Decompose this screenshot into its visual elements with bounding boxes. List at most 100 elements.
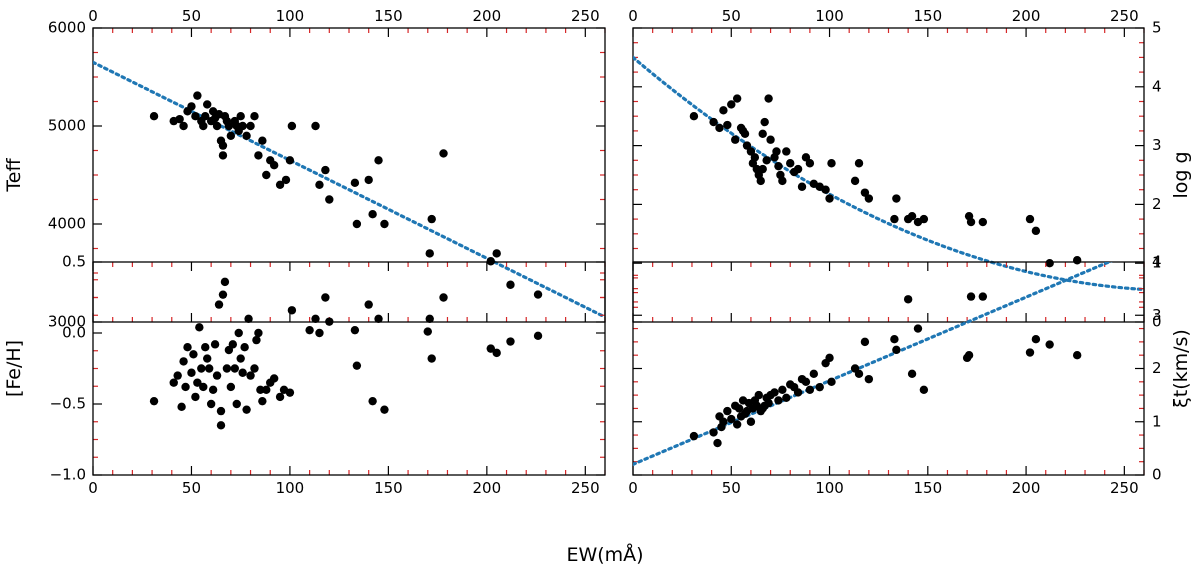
data-point — [750, 153, 760, 162]
data-point — [218, 290, 228, 299]
data-point — [758, 129, 767, 139]
x-tick-label: 50 — [722, 7, 741, 25]
data-point — [801, 153, 811, 162]
data-point — [380, 219, 389, 229]
data-point — [825, 353, 834, 363]
data-point — [740, 129, 750, 139]
panel-bottom-right-tick-labels: 0 50 100 150 200 250 0 1 2 3 4 — [628, 253, 1161, 498]
data-point — [1025, 348, 1035, 357]
data-point — [315, 328, 324, 338]
data-point — [252, 335, 261, 345]
panel-top-left-fit-line — [93, 60, 605, 319]
y-tick-label: 1 — [1152, 412, 1162, 430]
data-point — [236, 112, 245, 121]
data-point — [892, 194, 901, 203]
panel-bottom-left-ticks — [92, 261, 606, 476]
data-point — [425, 249, 434, 258]
data-point — [224, 121, 234, 131]
data-point — [903, 295, 913, 304]
data-point — [907, 369, 917, 379]
y-tick-label: 2 — [1152, 359, 1162, 377]
data-point — [234, 328, 243, 338]
data-point — [216, 406, 226, 416]
data-point — [201, 343, 210, 352]
data-point — [919, 214, 929, 224]
x-tick-label: 100 — [815, 479, 844, 497]
data-point — [240, 343, 249, 352]
data-point — [269, 374, 279, 383]
x-tick-label: 250 — [571, 7, 600, 25]
data-point — [723, 120, 732, 130]
data-point — [746, 417, 756, 426]
x-tick-label: 200 — [1012, 479, 1041, 497]
data-point — [533, 290, 543, 299]
data-point — [1072, 256, 1082, 265]
data-point — [734, 404, 744, 413]
data-point — [364, 175, 373, 185]
panel-top-right-ticks — [632, 27, 1145, 323]
data-point — [187, 102, 196, 111]
y-tick-label: 4000 — [48, 215, 86, 233]
x-axis-label: EW(mÅ) — [566, 543, 643, 566]
data-point — [226, 382, 236, 392]
data-point — [199, 121, 208, 131]
data-point — [254, 328, 263, 338]
data-point — [978, 292, 988, 301]
data-point — [860, 188, 870, 197]
data-point — [778, 176, 787, 186]
data-point — [772, 147, 781, 156]
x-tick-label: 100 — [815, 7, 844, 25]
data-point — [854, 369, 864, 379]
y-tick-label: 0.5 — [62, 253, 86, 271]
data-point — [199, 382, 208, 392]
data-point — [506, 337, 515, 346]
data-point — [715, 123, 724, 133]
data-point — [864, 194, 874, 203]
y-tick-label: 2 — [1152, 195, 1162, 213]
data-point — [732, 420, 742, 429]
data-point — [285, 156, 295, 165]
data-point — [206, 399, 216, 409]
data-point — [212, 371, 222, 380]
data-point — [919, 385, 929, 394]
panel-top-right-ylabel: log g — [1170, 151, 1192, 198]
data-point — [222, 364, 232, 373]
data-point — [719, 106, 728, 115]
data-point — [774, 396, 783, 405]
data-point — [364, 300, 373, 309]
data-point — [756, 176, 765, 186]
data-point — [727, 414, 736, 424]
data-point — [766, 135, 775, 144]
data-point — [321, 165, 330, 175]
data-point — [352, 219, 362, 229]
y-tick-label: 3 — [1152, 136, 1162, 154]
x-tick-label: 250 — [1110, 7, 1139, 25]
y-tick-label: 3000 — [48, 313, 86, 331]
data-point — [350, 178, 360, 188]
panel-top-right-fit-line — [633, 55, 1144, 292]
data-point — [809, 369, 819, 379]
data-point — [1045, 259, 1054, 268]
y-tick-label: 0 — [1152, 313, 1162, 331]
data-point — [285, 388, 295, 397]
data-point — [179, 357, 188, 366]
data-point — [228, 340, 238, 349]
y-tick-label: 4 — [1152, 253, 1162, 271]
data-point — [350, 325, 360, 335]
data-point — [149, 112, 159, 121]
data-point — [805, 159, 815, 168]
data-point — [966, 292, 976, 301]
panel-top-left: 0 50 100 150 200 250 3000 4000 5000 6000 Teff — [3, 7, 606, 331]
data-point — [815, 382, 824, 392]
data-point — [256, 385, 265, 394]
data-point — [742, 141, 752, 150]
data-point — [236, 354, 245, 363]
panel-bottom-left-points — [149, 277, 543, 430]
panel-top-left-tick-labels: 0 50 100 150 200 250 3000 4000 5000 6000 — [48, 7, 600, 331]
data-point — [193, 91, 202, 100]
data-point — [760, 117, 769, 127]
data-point — [723, 406, 732, 416]
data-point — [218, 151, 228, 160]
data-point — [169, 378, 178, 387]
